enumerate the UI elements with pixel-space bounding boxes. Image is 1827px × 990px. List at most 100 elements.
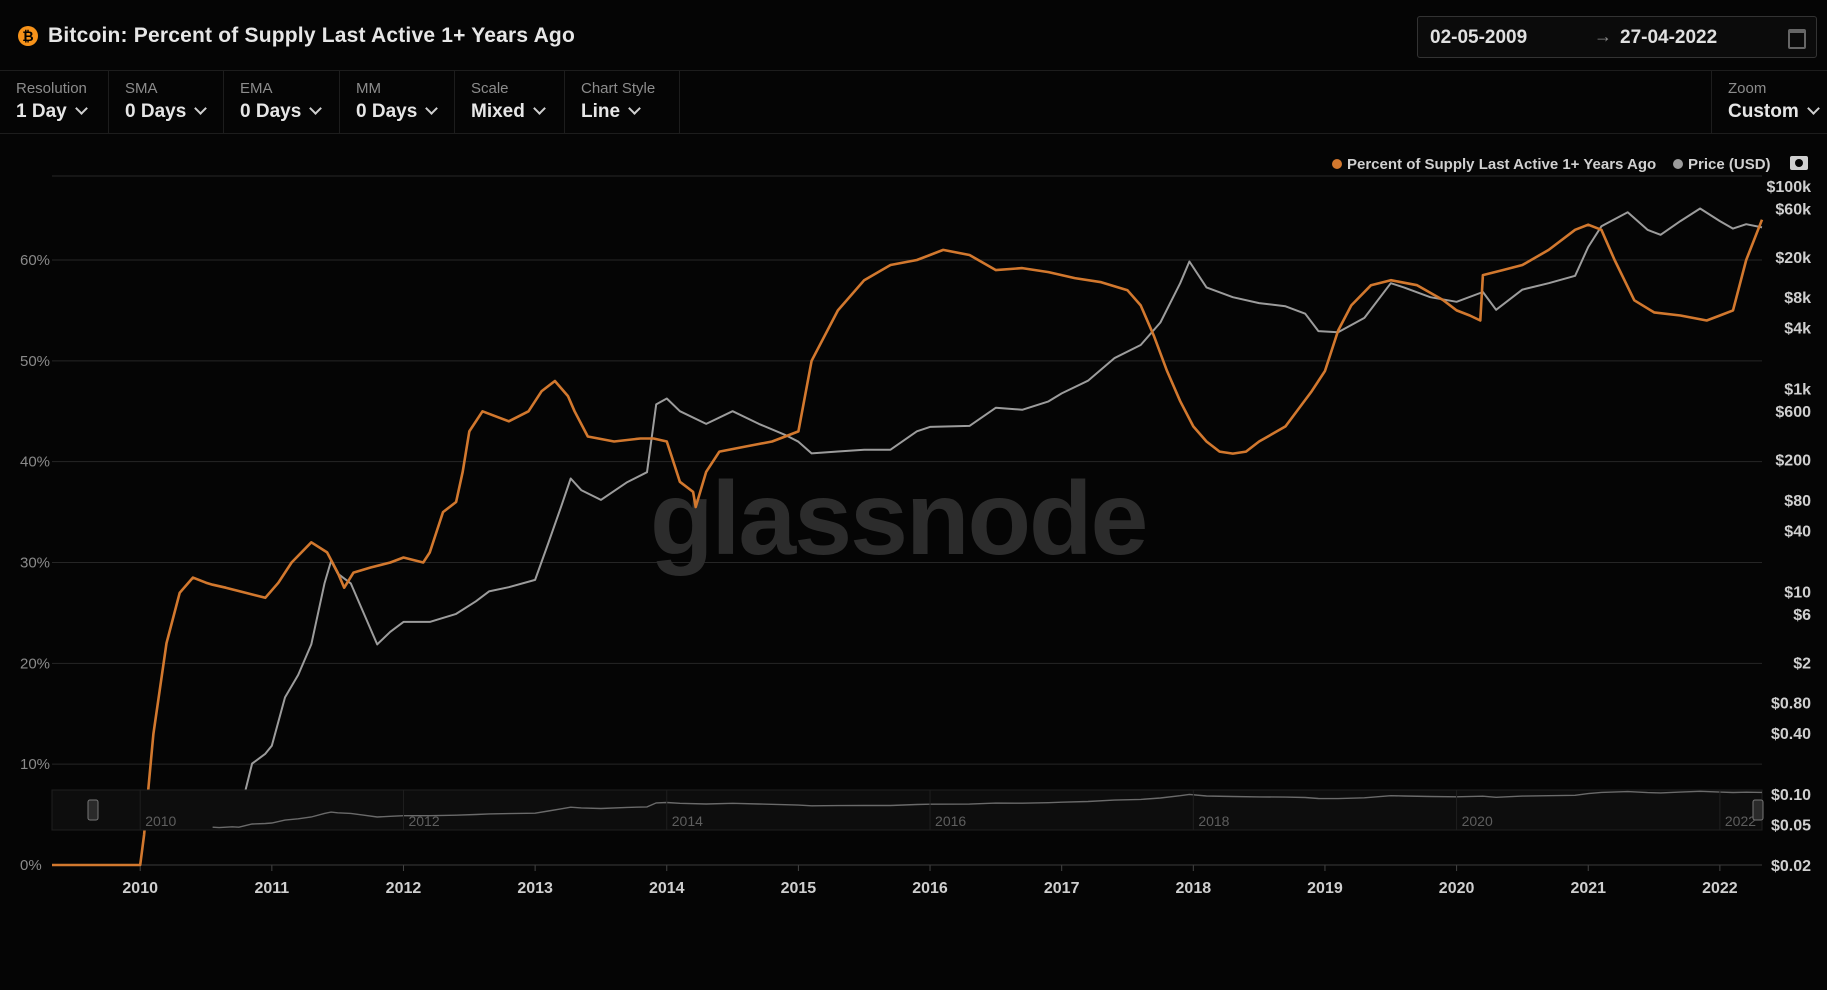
navigator-track <box>51 789 1763 831</box>
price-usd-line <box>211 207 1763 826</box>
navigator-right-handle[interactable] <box>1752 799 1764 821</box>
chart-title: Bitcoin: Percent of Supply Last Active 1… <box>48 24 575 47</box>
chevron-down-icon <box>628 102 641 115</box>
y-right-tick-label: $6 <box>1793 607 1811 624</box>
y-right-tick-label: $4k <box>1784 321 1811 338</box>
ema-value: 0 Days <box>240 101 323 123</box>
chevron-down-icon <box>194 102 208 115</box>
chevron-down-icon <box>309 102 323 115</box>
chart-style-value: Line <box>581 101 641 123</box>
x-tick-label: 2019 <box>1307 880 1343 897</box>
x-tick-label: 2021 <box>1570 880 1606 897</box>
y-tick-label: 50% <box>20 353 50 370</box>
gridlines <box>52 175 1762 866</box>
sma-value: 0 Days <box>125 101 208 123</box>
x-tick-label: 2011 <box>254 880 289 897</box>
y-right-tick-label: $0.80 <box>1771 696 1811 713</box>
y-axis-right: $0.02 $0.05 $0.10 $0.40 $0.80 $2 $6 $10 $40 $80 $2… <box>1767 179 1812 875</box>
legend-label-price: Price (USD) <box>1688 156 1771 173</box>
zoom-value: Custom <box>1728 101 1820 123</box>
resolution-label: Resolution <box>16 80 87 97</box>
y-right-tick-label: $10 <box>1784 584 1811 601</box>
chart-toolbar: Resolution 1 Day SMA 0 Days EMA 0 Days M… <box>0 71 1827 134</box>
scale-select[interactable]: Scale Mixed <box>455 71 565 133</box>
navigator-tick-label: 2022 <box>1725 813 1756 829</box>
chart-area: glassnode 0%10%20%30%40%50%60% $0.02$0.0… <box>20 156 1812 897</box>
sma-select[interactable]: SMA 0 Days <box>109 71 224 133</box>
title-group: ₿ Bitcoin: Percent of Supply Last Active… <box>18 24 575 48</box>
mm-label: MM <box>356 80 381 97</box>
chart-style-label: Chart Style <box>581 80 656 97</box>
date-from[interactable]: 02-05-2009 <box>1430 27 1528 48</box>
x-tick-label: 2020 <box>1439 880 1475 897</box>
y-right-tick-label: $0.05 <box>1771 818 1811 835</box>
navigator-tick-label: 2016 <box>935 813 966 829</box>
y-right-tick-label: $0.40 <box>1771 726 1811 743</box>
y-axis-left: 0% 10% 20% 30% 40% 50% 60% <box>20 252 50 874</box>
navigator-tick-label: 2012 <box>408 813 439 829</box>
navigator-left-handle[interactable] <box>87 799 99 821</box>
y-right-tick-label: $0.10 <box>1771 787 1811 804</box>
x-tick-label: 2022 <box>1702 880 1738 897</box>
x-tick-label: 2016 <box>912 880 948 897</box>
navigator-tick-label: 2010 <box>145 813 176 829</box>
y-tick-label: 0% <box>20 857 42 874</box>
date-range-picker[interactable]: 02-05-2009 → 27-04-2022 <box>1417 16 1817 58</box>
y-right-tick-label: $600 <box>1775 404 1811 421</box>
arrow-right-icon: → <box>1594 26 1612 46</box>
resolution-value: 1 Day <box>16 101 88 123</box>
scale-value: Mixed <box>471 101 546 123</box>
series-lines <box>52 207 1764 867</box>
mm-select[interactable]: MM 0 Days <box>340 71 455 133</box>
y-right-tick-label: $60k <box>1775 201 1811 218</box>
y-right-tick-label: $40 <box>1784 523 1811 540</box>
y-right-tick-label: $20k <box>1775 250 1811 267</box>
chart-header: ₿ Bitcoin: Percent of Supply Last Active… <box>0 0 1827 71</box>
x-tick-label: 2013 <box>517 880 553 897</box>
resolution-select[interactable]: Resolution 1 Day <box>0 71 109 133</box>
y-tick-label: 40% <box>20 454 50 471</box>
navigator-tick-label: 2020 <box>1462 813 1493 829</box>
navigator-tick-label: 2014 <box>672 813 703 829</box>
zoom-label: Zoom <box>1728 80 1767 97</box>
x-tick-label: 2014 <box>649 880 685 897</box>
y-tick-label: 30% <box>20 555 50 572</box>
y-right-tick-label: $80 <box>1784 493 1811 510</box>
sma-label: SMA <box>125 80 158 97</box>
y-right-tick-label: $8k <box>1784 290 1811 307</box>
ema-label: EMA <box>240 80 273 97</box>
y-right-tick-label: $200 <box>1775 453 1811 470</box>
calendar-icon[interactable] <box>1788 29 1806 49</box>
x-tick-label: 2017 <box>1044 880 1080 897</box>
legend-label-supply: Percent of Supply Last Active 1+ Years A… <box>1347 156 1656 173</box>
watermark-text: glassnode <box>650 461 1146 577</box>
legend-marker-supply <box>1332 159 1342 169</box>
chevron-down-icon <box>425 102 439 115</box>
range-navigator[interactable]: 2010 2012 2014 2016 2018 2020 2022 <box>51 789 1764 831</box>
y-right-tick-label: $1k <box>1784 382 1811 399</box>
y-right-tick-label: $2 <box>1793 655 1811 672</box>
y-right-tick-label: $0.02 <box>1771 858 1811 875</box>
date-to[interactable]: 27-04-2022 <box>1620 27 1718 48</box>
mm-value: 0 Days <box>356 101 439 123</box>
y-right-tick-label: $100k <box>1767 179 1812 196</box>
chart-style-select[interactable]: Chart Style Line <box>565 71 680 133</box>
ema-select[interactable]: EMA 0 Days <box>224 71 340 133</box>
camera-lens <box>1795 159 1803 167</box>
x-tick-label: 2018 <box>1176 880 1212 897</box>
navigator-price-line <box>212 790 1763 829</box>
legend-marker-price <box>1673 159 1683 169</box>
chevron-down-icon <box>1806 102 1820 115</box>
y-tick-label: 10% <box>20 756 50 773</box>
percent-supply-line <box>52 219 1764 867</box>
x-axis: 2010 2011 2012 2013 2014 2015 2016 2017 2018 2019… <box>52 864 1762 897</box>
x-tick-label: 2012 <box>386 880 422 897</box>
chevron-down-icon <box>532 102 546 115</box>
zoom-select[interactable]: Zoom Custom <box>1711 71 1827 133</box>
scale-label: Scale <box>471 80 509 97</box>
chevron-down-icon <box>74 102 88 115</box>
bitcoin-icon: ₿ <box>18 26 38 46</box>
y-tick-label: 20% <box>20 655 50 672</box>
x-tick-label: 2010 <box>122 880 158 897</box>
